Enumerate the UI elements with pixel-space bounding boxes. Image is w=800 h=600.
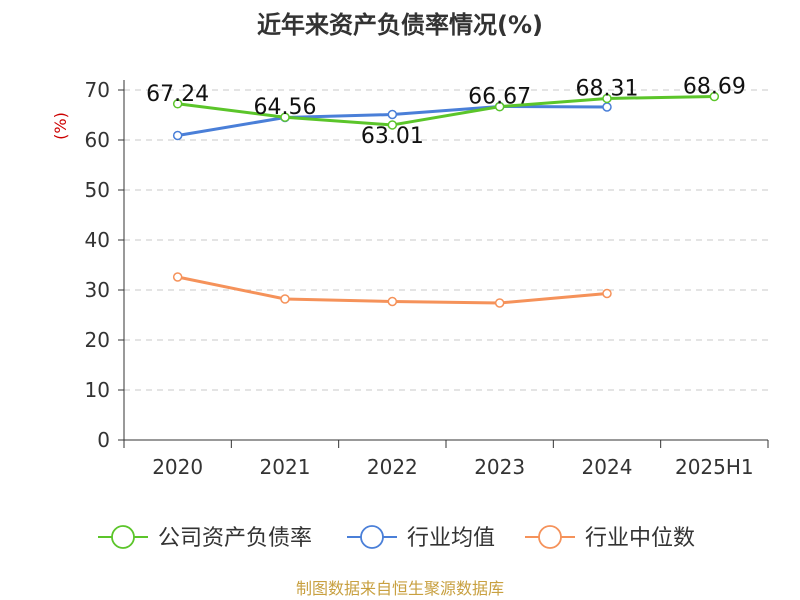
source-note: 制图数据来自恒生聚源数据库 [296, 579, 504, 598]
data-point [602, 288, 612, 299]
data-point [172, 130, 183, 141]
data-point [602, 93, 612, 104]
legend-marker-0 [111, 525, 135, 549]
data-label: 68.69 [683, 75, 746, 100]
chart-title: 近年来资产负债率情况(%) [257, 11, 543, 39]
data-label: 63.01 [361, 124, 424, 149]
legend: 公司资产负债率 行业均值 行业中位数 [98, 525, 695, 551]
data-point [172, 272, 183, 282]
data-point [387, 296, 398, 307]
x-tick-label: 2023 [474, 455, 525, 479]
axes: 0 10 20 30 40 50 60 70 2020 2021 2022 2023 2024 2025H… [85, 78, 769, 479]
x-tick-label: 2025H1 [675, 455, 754, 479]
y-tick-label: 50 [85, 178, 110, 202]
y-tick-label: 20 [85, 328, 110, 352]
data-point [387, 109, 398, 120]
data-point [602, 102, 612, 112]
data-label: 68.31 [576, 76, 639, 101]
series-line-0 [177, 95, 715, 127]
gridlines [124, 89, 768, 391]
legend-label-2: 行业中位数 [585, 526, 695, 551]
y-axis-label: (%) [51, 112, 70, 140]
y-tick-label: 0 [97, 428, 110, 452]
legend-label-0: 公司资产负债率 [158, 526, 312, 551]
data-point [280, 294, 290, 304]
y-tick-label: 60 [85, 128, 110, 152]
data-point [494, 298, 505, 308]
data-point [172, 99, 183, 109]
legend-marker-1 [360, 525, 384, 549]
data-point [387, 120, 398, 130]
data-label: 66.67 [468, 85, 531, 110]
y-tick-label: 40 [85, 228, 110, 252]
data-point [280, 112, 290, 122]
data-point [709, 91, 720, 102]
legend-marker-2 [538, 525, 562, 549]
data-point [494, 101, 505, 112]
x-tick-label: 2020 [152, 455, 203, 479]
y-tick-label: 10 [85, 378, 110, 402]
data-label: 64.56 [254, 95, 317, 120]
legend-label-1: 行业均值 [407, 526, 495, 551]
series-layer [172, 91, 720, 308]
y-tick-label: 30 [85, 278, 110, 302]
data-label: 67.24 [146, 82, 209, 107]
x-tick-label: 2021 [260, 455, 311, 479]
x-tick-label: 2024 [582, 455, 633, 479]
data-labels: 67.24 64.56 63.01 66.67 68.31 68.69 [146, 75, 746, 149]
y-tick-label: 70 [85, 78, 110, 102]
x-tick-label: 2022 [367, 455, 418, 479]
